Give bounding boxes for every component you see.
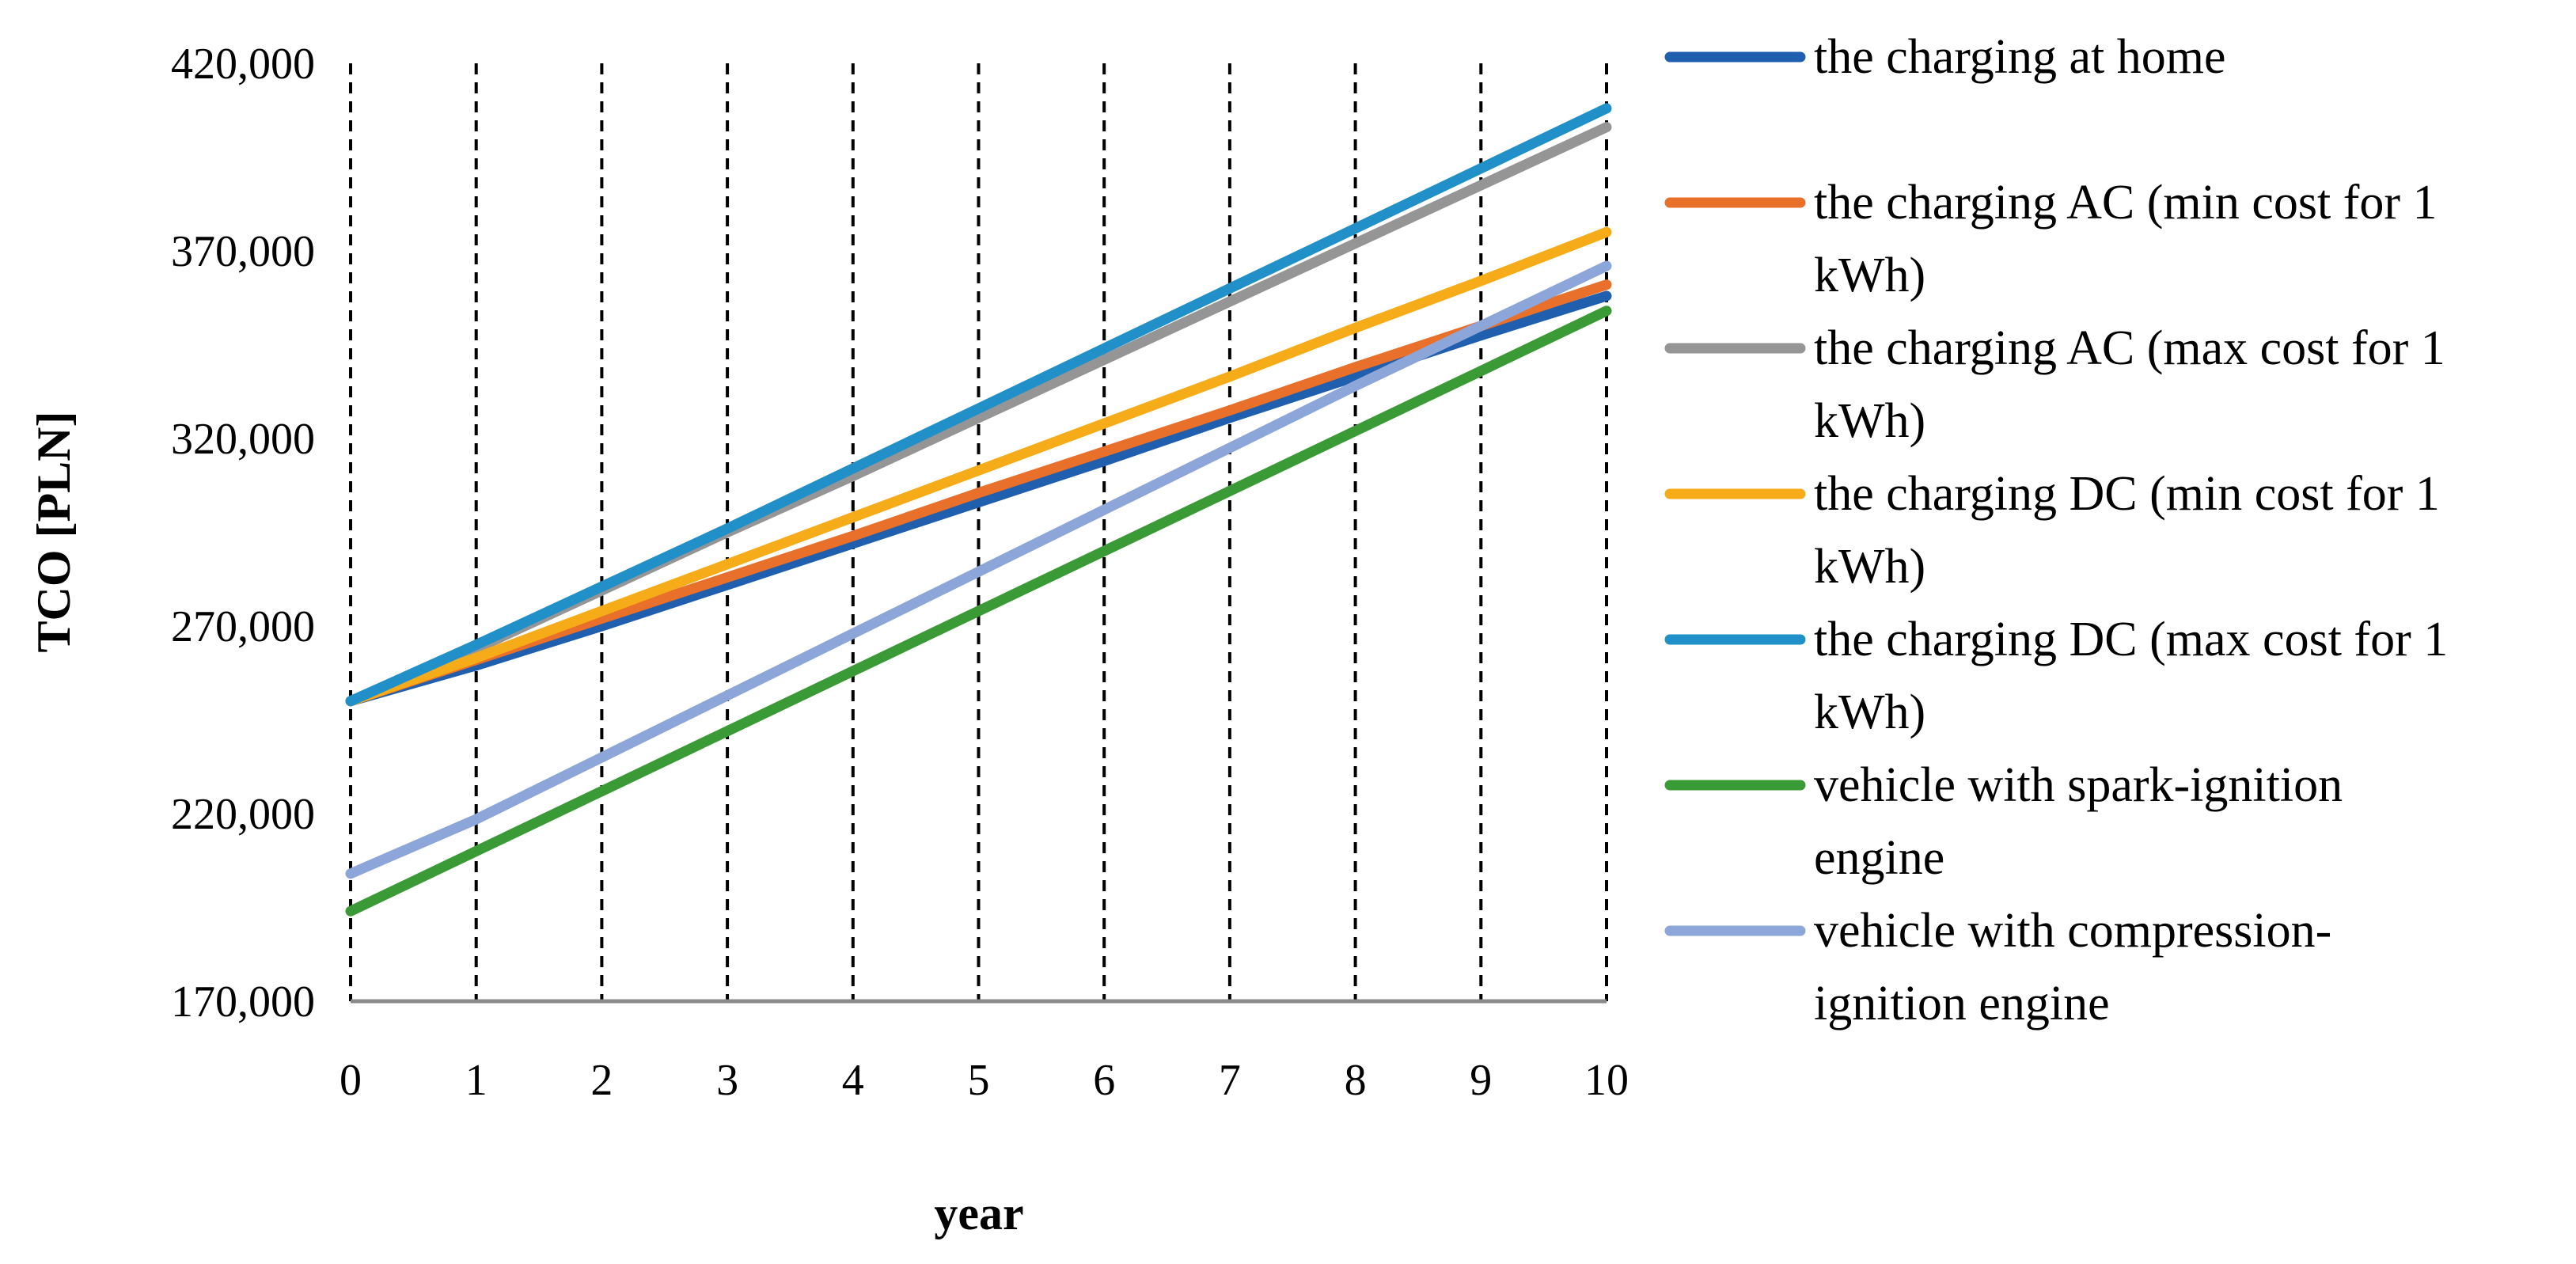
series-line-1 <box>345 279 1612 707</box>
y-tick-label: 320,000 <box>171 415 315 464</box>
series-line-5 <box>345 306 1612 917</box>
legend-label: the charging DC (min cost for 1 kWh) <box>1814 467 2440 594</box>
x-tick-label: 4 <box>842 1056 864 1105</box>
x-tick-label: 2 <box>590 1056 613 1105</box>
x-tick-label: 8 <box>1345 1056 1367 1105</box>
legend: the charging at home the charging AC (min… <box>1664 30 2448 1031</box>
legend-label: the charging AC (min cost for 1 kWh) <box>1814 176 2438 302</box>
legend-entry-4: the charging DC (max cost for 1 kWh) <box>1664 613 2448 739</box>
series-line-6 <box>345 260 1612 879</box>
x-tick-label: 10 <box>1584 1056 1629 1105</box>
x-tick-label: 1 <box>465 1056 488 1105</box>
vertical-gridlines <box>349 63 1608 1001</box>
x-tick-label: 5 <box>968 1056 990 1105</box>
legend-label: vehicle with compression-ignition engine <box>1814 904 2331 1031</box>
x-tick-label: 7 <box>1219 1056 1241 1105</box>
y-tick-label: 420,000 <box>171 40 315 89</box>
legend-entry-0: the charging at home <box>1664 30 2226 84</box>
legend-entry-3: the charging DC (min cost for 1 kWh) <box>1664 467 2440 594</box>
x-tick-label: 0 <box>340 1056 362 1105</box>
x-tick-label: 6 <box>1093 1056 1115 1105</box>
legend-entry-1: the charging AC (min cost for 1 kWh) <box>1664 176 2438 302</box>
y-axis-title: TCO [PLN] <box>28 412 80 653</box>
x-tick-labels: 0 1 2 3 4 5 6 7 8 9 10 <box>340 1056 1629 1105</box>
legend-label: the charging at home <box>1814 30 2226 84</box>
legend-entry-2: the charging AC (max cost for 1 kWh) <box>1664 321 2445 448</box>
series-lines <box>345 103 1612 917</box>
x-tick-label: 9 <box>1470 1056 1492 1105</box>
y-tick-label: 370,000 <box>171 227 315 276</box>
legend-label: the charging AC (max cost for 1 kWh) <box>1814 321 2445 448</box>
y-tick-label: 270,000 <box>171 602 315 651</box>
x-axis-title: year <box>934 1187 1023 1239</box>
y-tick-label: 220,000 <box>171 790 315 839</box>
legend-entry-5: vehicle with spark-ignition engine <box>1664 758 2343 885</box>
legend-label: vehicle with spark-ignition engine <box>1814 758 2343 885</box>
legend-label: the charging DC (max cost for 1 kWh) <box>1814 613 2448 739</box>
x-tick-label: 3 <box>716 1056 738 1105</box>
series-line-4 <box>345 103 1612 707</box>
legend-entry-6: vehicle with compression-ignition engine <box>1664 904 2331 1031</box>
y-tick-labels: 170,000 220,000 270,000 320,000 370,000 420,0… <box>171 40 315 1027</box>
y-tick-label: 170,000 <box>171 977 315 1027</box>
series-line-3 <box>345 226 1612 707</box>
